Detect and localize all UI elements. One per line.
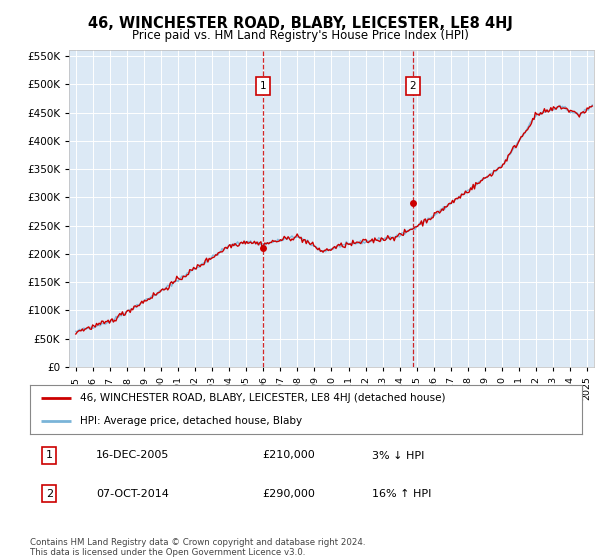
Text: Contains HM Land Registry data © Crown copyright and database right 2024.
This d: Contains HM Land Registry data © Crown c… <box>30 538 365 557</box>
Text: 16-DEC-2005: 16-DEC-2005 <box>96 450 170 460</box>
Text: 2: 2 <box>409 81 416 91</box>
Text: £210,000: £210,000 <box>262 450 314 460</box>
Text: 46, WINCHESTER ROAD, BLABY, LEICESTER, LE8 4HJ: 46, WINCHESTER ROAD, BLABY, LEICESTER, L… <box>88 16 512 31</box>
Text: 1: 1 <box>46 450 53 460</box>
Text: 1: 1 <box>259 81 266 91</box>
Text: 2: 2 <box>46 489 53 498</box>
Text: 3% ↓ HPI: 3% ↓ HPI <box>372 450 425 460</box>
Text: 07-OCT-2014: 07-OCT-2014 <box>96 489 169 498</box>
Text: HPI: Average price, detached house, Blaby: HPI: Average price, detached house, Blab… <box>80 416 302 426</box>
Text: 46, WINCHESTER ROAD, BLABY, LEICESTER, LE8 4HJ (detached house): 46, WINCHESTER ROAD, BLABY, LEICESTER, L… <box>80 393 445 403</box>
Text: 16% ↑ HPI: 16% ↑ HPI <box>372 489 431 498</box>
Text: £290,000: £290,000 <box>262 489 315 498</box>
Text: Price paid vs. HM Land Registry's House Price Index (HPI): Price paid vs. HM Land Registry's House … <box>131 29 469 42</box>
